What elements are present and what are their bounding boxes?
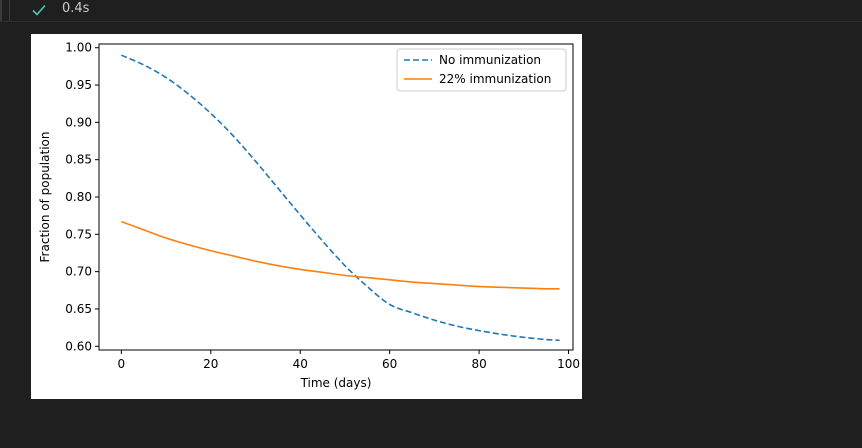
cell-output-figure: 0.60 0.65 0.70 0.75 0.80 0.85 0.90 0.95 1.00 0 20… (31, 34, 582, 399)
x-axis-label: Time (days) (300, 376, 372, 390)
legend: No immunization 22% immunization (396, 48, 567, 92)
y-axis-label: Fraction of population (38, 132, 52, 263)
execution-time: 0.4s (62, 1, 90, 16)
y-tick-label: 0.70 (65, 265, 92, 279)
y-tick-label: 0.60 (65, 339, 92, 353)
series-line-no-immunization (121, 54, 560, 342)
gutter-separator (9, 0, 10, 21)
gutter-edge (0, 0, 2, 21)
line-chart: 0.60 0.65 0.70 0.75 0.80 0.85 0.90 0.95 1.00 0 20… (38, 41, 580, 390)
series-line-22-immunization (121, 220, 560, 290)
y-tick-label: 0.80 (65, 190, 92, 204)
x-tick-label: 40 (293, 357, 308, 371)
y-tick-label: 0.75 (65, 227, 92, 241)
x-tick-label: 60 (382, 357, 397, 371)
x-tick-label: 80 (471, 357, 486, 371)
x-tick-label: 0 (118, 357, 126, 371)
legend-label-22-immunization: 22% immunization (439, 72, 551, 86)
y-tick-label: 0.90 (65, 115, 92, 129)
y-axis: 0.60 0.65 0.70 0.75 0.80 0.85 0.90 0.95 1.00 (65, 41, 99, 353)
y-tick-label: 1.00 (65, 41, 92, 55)
x-tick-label: 20 (203, 357, 218, 371)
legend-label-no-immunization: No immunization (439, 53, 541, 67)
y-tick-label: 0.85 (65, 153, 92, 167)
axes-frame (98, 43, 574, 351)
y-tick-label: 0.65 (65, 302, 92, 316)
y-tick-label: 0.95 (65, 78, 92, 92)
x-axis: 0 20 40 60 80 100 (118, 350, 580, 371)
checkmark-icon (32, 4, 46, 16)
x-tick-label: 100 (557, 357, 580, 371)
plot-area (121, 54, 560, 342)
cell-status-bar: 0.4s (0, 0, 862, 22)
legend-box (396, 48, 567, 92)
